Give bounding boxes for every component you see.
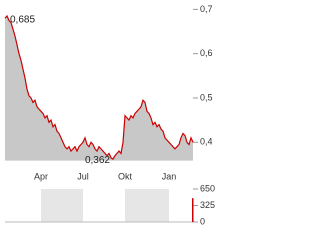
value-label: 0,362	[85, 155, 110, 166]
volume-bar	[192, 198, 194, 222]
x-tick-label: Okt	[118, 171, 133, 181]
y-tick-label: 0,5	[200, 92, 213, 102]
period-band	[41, 189, 83, 222]
period-band	[125, 189, 169, 222]
y-tick-label: 0,6	[200, 48, 213, 58]
x-tick-label: Jul	[77, 171, 89, 181]
y-tick-label: 0,4	[200, 137, 213, 147]
x-tick-label: Apr	[34, 171, 48, 181]
y-tick-label: 325	[200, 200, 215, 210]
y-tick-label: 0	[200, 216, 205, 226]
y-tick-label: 0,7	[200, 4, 213, 14]
value-label: 0,685	[10, 15, 35, 26]
y-tick-label: 650	[200, 183, 215, 193]
price-line	[4, 14, 194, 160]
x-tick-label: Jan	[162, 171, 177, 181]
chart: 0,4 0,5 0,6 0,7 650 325 0 Apr Jul Okt Jan 0,685 0,36…	[4, 4, 215, 226]
